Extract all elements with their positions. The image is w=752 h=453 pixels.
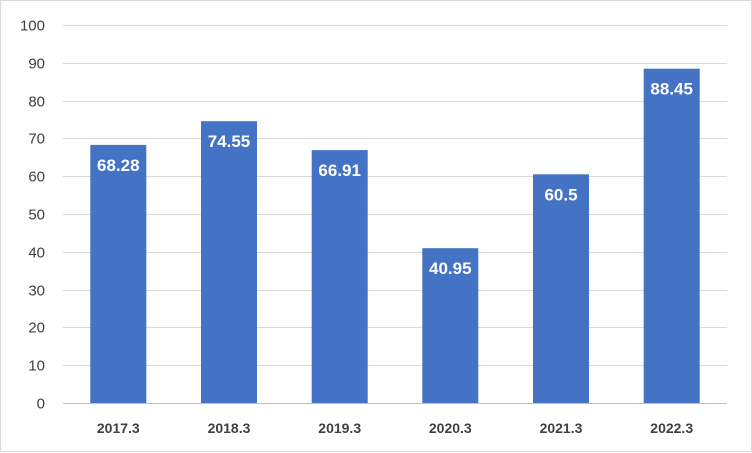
- y-tick-label: 0: [37, 396, 45, 413]
- y-tick-label: 100: [20, 18, 45, 35]
- gridlines: [63, 25, 727, 404]
- x-axis-tick-labels: 2017.3 2018.3 2019.3 2020.3 2021.3 2022.3: [97, 420, 693, 436]
- y-tick-label: 80: [28, 94, 45, 111]
- y-tick-label: 90: [28, 56, 45, 73]
- x-tick-label: 2022.3: [650, 420, 693, 436]
- bar-2021.3: [533, 174, 589, 403]
- y-tick-label: 40: [28, 245, 45, 262]
- data-label: 40.95: [429, 259, 472, 278]
- x-tick-label: 2017.3: [97, 420, 140, 436]
- y-tick-label: 50: [28, 207, 45, 224]
- bars: [90, 68, 700, 403]
- bar-2022.3: [643, 68, 700, 403]
- y-axis-tick-labels: 0 10 20 30 40 50 60 70 80 90 100: [20, 18, 45, 413]
- x-tick-label: 2019.3: [318, 420, 361, 436]
- bar-2018.3: [201, 121, 257, 403]
- data-label: 60.5: [544, 185, 577, 204]
- x-tick-label: 2020.3: [429, 420, 472, 436]
- x-tick-label: 2018.3: [208, 420, 251, 436]
- bar-2020.3: [422, 248, 479, 403]
- y-tick-label: 20: [28, 320, 45, 337]
- data-label: 74.55: [208, 132, 251, 151]
- bar-2019.3: [311, 150, 368, 403]
- y-tick-label: 70: [28, 131, 45, 148]
- data-label: 88.45: [650, 80, 693, 99]
- data-label: 68.28: [97, 156, 140, 175]
- y-tick-label: 10: [28, 358, 45, 375]
- x-tick-label: 2021.3: [540, 420, 583, 436]
- y-tick-label: 60: [28, 169, 45, 186]
- bar-2017.3: [90, 144, 147, 403]
- data-labels: 68.28 74.55 66.91 40.95 60.5 88.45: [97, 80, 693, 279]
- y-tick-label: 30: [28, 283, 45, 300]
- data-label: 66.91: [318, 161, 361, 180]
